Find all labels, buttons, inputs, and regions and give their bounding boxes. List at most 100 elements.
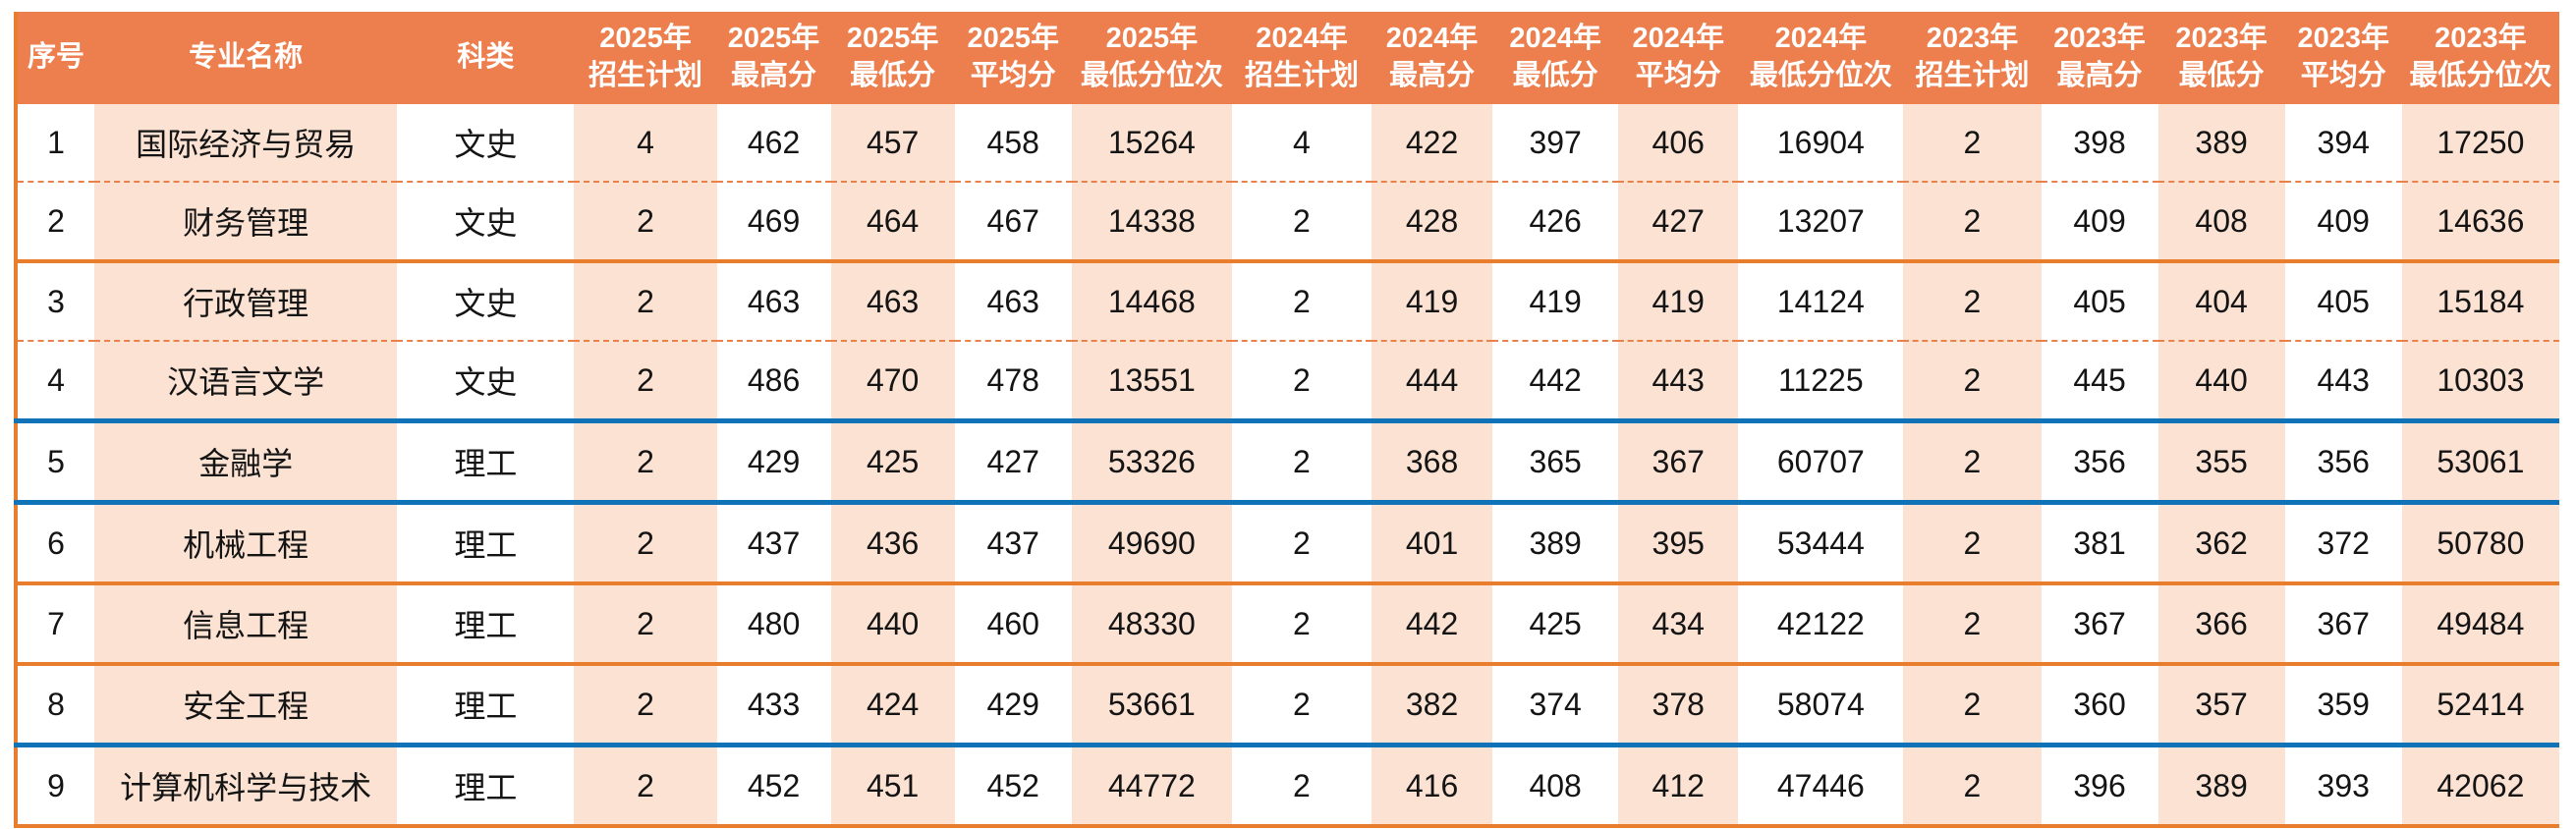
table-cell-minrank-2025: 14338 [1071, 182, 1232, 263]
table-cell-max-2024: 419 [1372, 261, 1493, 342]
column-header-line1: 2025年 [967, 23, 1059, 55]
table-cell-max-2023: 409 [2041, 182, 2158, 263]
table-cell-max-2025: 452 [716, 745, 831, 828]
table-cell-min-2025: 424 [830, 664, 955, 747]
table-cell-major: 计算机科学与技术 [94, 745, 398, 828]
table-cell-avg-2024: 434 [1618, 583, 1739, 666]
table-cell-min-2024: 442 [1492, 341, 1619, 423]
column-header-line1: 2024年 [1256, 23, 1348, 55]
table-cell-max-2025: 469 [716, 182, 831, 263]
table-cell-avg-2025: 460 [954, 583, 1072, 666]
table-cell-max-2025: 437 [716, 502, 831, 585]
table-cell-max-2023: 381 [2041, 502, 2158, 585]
column-header-line1: 2024年 [1632, 23, 1724, 55]
table-cell-max-2025: 486 [716, 341, 831, 423]
table-cell-min-2025: 457 [830, 104, 955, 183]
table-cell-max-2023: 396 [2041, 745, 2158, 828]
table-cell-min-2025: 463 [830, 261, 955, 342]
table-body: 1 国际经济与贸易 文史 4 462 457 458 15264 4 422 397 406 16904… [16, 104, 2559, 828]
table-cell-minrank-2025: 53326 [1071, 420, 1232, 505]
table-row: 4 汉语言文学 文史 2 486 470 478 13551 2 444 442 443 11225 2 4… [16, 341, 2559, 423]
column-header-line1: 科类 [457, 41, 515, 74]
column-header-line2: 最低分 [1512, 60, 1598, 91]
table-cell-min-2024: 408 [1492, 745, 1619, 828]
table-cell-minrank-2025: 53661 [1071, 664, 1232, 747]
table-cell-minrank-2024: 16904 [1738, 104, 1904, 183]
column-header-line2: 平均分 [970, 60, 1056, 91]
table-cell-avg-2024: 427 [1618, 182, 1739, 263]
column-header-line1: 2025年 [727, 23, 820, 55]
table-cell-max-2024: 382 [1372, 664, 1493, 747]
admission-scores-table: 序号 专业名称 科类 2025年 招生计划 2025年 最高分 2025年 最低分 2025年 平均… [14, 12, 2559, 828]
table-cell-minrank-2024: 60707 [1738, 420, 1904, 505]
table-cell-major: 信息工程 [94, 583, 398, 666]
table-cell-plan-2024: 2 [1231, 502, 1372, 585]
table-cell-max-2023: 367 [2041, 583, 2158, 666]
column-header-line1: 2023年 [2053, 23, 2146, 55]
table-cell-minrank-2023: 50780 [2401, 502, 2559, 585]
table-cell-minrank-2024: 14124 [1738, 261, 1904, 342]
table-cell-minrank-2023: 17250 [2401, 104, 2559, 183]
table-cell-category: 理工 [397, 745, 575, 828]
column-header-line2: 最低分位次 [1080, 60, 1223, 91]
table-cell-minrank-2023: 49484 [2401, 583, 2559, 666]
table-cell-plan-2025: 4 [574, 104, 717, 183]
table-cell-plan-2025: 2 [574, 664, 717, 747]
table-cell-minrank-2025: 15264 [1071, 104, 1232, 183]
table-cell-max-2025: 463 [716, 261, 831, 342]
column-header-avg-2023: 2023年 平均分 [2284, 12, 2402, 104]
table-cell-max-2024: 401 [1372, 502, 1493, 585]
table-cell-max-2023: 398 [2041, 104, 2158, 183]
table-header: 序号 专业名称 科类 2025年 招生计划 2025年 最高分 2025年 最低分 2025年 平均… [16, 12, 2559, 104]
table-cell-minrank-2023: 52414 [2401, 664, 2559, 747]
table-cell-category: 文史 [397, 104, 575, 183]
table-cell-max-2025: 433 [716, 664, 831, 747]
table-cell-plan-2023: 2 [1903, 341, 2042, 423]
table-row: 5 金融学 理工 2 429 425 427 53326 2 368 365 367 60707 2 356… [16, 420, 2559, 505]
table-cell-category: 文史 [397, 261, 575, 342]
table-cell-min-2023: 404 [2157, 261, 2285, 342]
table-cell-sn: 6 [16, 502, 95, 585]
column-header-category: 科类 [397, 12, 575, 104]
table-cell-minrank-2025: 14468 [1071, 261, 1232, 342]
table-cell-plan-2025: 2 [574, 182, 717, 263]
table-cell-max-2023: 356 [2041, 420, 2158, 505]
column-header-minrank-2023: 2023年 最低分位次 [2401, 12, 2559, 104]
table-cell-plan-2025: 2 [574, 261, 717, 342]
table-cell-avg-2024: 395 [1618, 502, 1739, 585]
table-cell-sn: 1 [16, 104, 95, 183]
column-header-line1: 2025年 [1105, 23, 1199, 55]
table-cell-min-2025: 470 [830, 341, 955, 423]
table-cell-major: 财务管理 [94, 182, 398, 263]
column-header-line2: 最低分位次 [1749, 60, 1892, 91]
column-header-line2: 最低分 [850, 60, 936, 91]
table-cell-minrank-2024: 11225 [1738, 341, 1904, 423]
table-cell-plan-2023: 2 [1903, 261, 2042, 342]
table-cell-plan-2024: 2 [1231, 745, 1372, 828]
table-cell-minrank-2023: 42062 [2401, 745, 2559, 828]
table-cell-max-2024: 428 [1372, 182, 1493, 263]
table-cell-plan-2025: 2 [574, 502, 717, 585]
table-cell-avg-2023: 405 [2284, 261, 2402, 342]
table-cell-avg-2023: 367 [2284, 583, 2402, 666]
table-cell-avg-2024: 378 [1618, 664, 1739, 747]
table-cell-avg-2025: 437 [954, 502, 1072, 585]
column-header-line1: 2023年 [2297, 23, 2389, 55]
table-cell-major: 汉语言文学 [94, 341, 398, 423]
table-row: 9 计算机科学与技术 理工 2 452 451 452 44772 2 416 408 412 4744… [16, 745, 2559, 828]
column-header-line2: 平均分 [1635, 60, 1721, 91]
table-cell-plan-2024: 2 [1231, 420, 1372, 505]
table-cell-major: 行政管理 [94, 261, 398, 342]
table-cell-major: 机械工程 [94, 502, 398, 585]
table-row: 6 机械工程 理工 2 437 436 437 49690 2 401 389 395 53444 2 38… [16, 502, 2559, 585]
table-cell-plan-2024: 2 [1231, 182, 1372, 263]
table-cell-plan-2023: 2 [1903, 104, 2042, 183]
column-header-line1: 2023年 [1926, 23, 2019, 55]
table-cell-plan-2024: 4 [1231, 104, 1372, 183]
column-header-line2: 最低分位次 [2409, 60, 2552, 91]
table-cell-plan-2024: 2 [1231, 664, 1372, 747]
column-header-major: 专业名称 [94, 12, 398, 104]
table-cell-plan-2025: 2 [574, 583, 717, 666]
table-cell-min-2025: 464 [830, 182, 955, 263]
table-cell-minrank-2023: 14636 [2401, 182, 2559, 263]
